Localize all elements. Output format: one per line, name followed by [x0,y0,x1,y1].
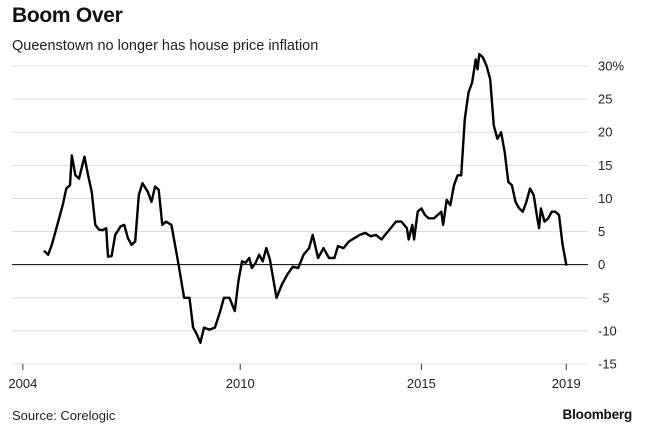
source-note: Source: Corelogic [12,408,116,423]
y-tick-label: -15 [598,357,617,372]
gridlines [12,65,588,365]
y-tick-label: -10 [598,323,617,338]
y-axis-tick-labels: -15 -10 -5 0 5 10 15 20 25 30% [598,59,624,372]
chart-title: Boom Over [12,4,123,27]
y-tick-label: 10 [598,191,612,206]
x-tick-label: 2010 [226,376,255,391]
series-group [43,52,568,344]
bloomberg-logo: Bloomberg [562,407,633,422]
series-line [43,52,568,344]
y-tick-label: 0 [598,257,605,272]
x-tick-label: 2015 [407,376,436,391]
y-tick-label: 5 [598,224,605,239]
y-tick-label: 15 [598,158,612,173]
y-tick-label: 25 [598,92,612,107]
y-tick-label: 20 [598,125,612,140]
x-tick-label: 2019 [552,376,581,391]
y-tick-label: 30% [598,59,624,74]
x-tick-label: 2004 [8,376,37,391]
chart-subtitle: Queenstown no longer has house price inf… [12,38,319,54]
y-tick-label: -5 [598,290,610,305]
x-axis: 2004 2010 2015 2019 [8,364,581,391]
